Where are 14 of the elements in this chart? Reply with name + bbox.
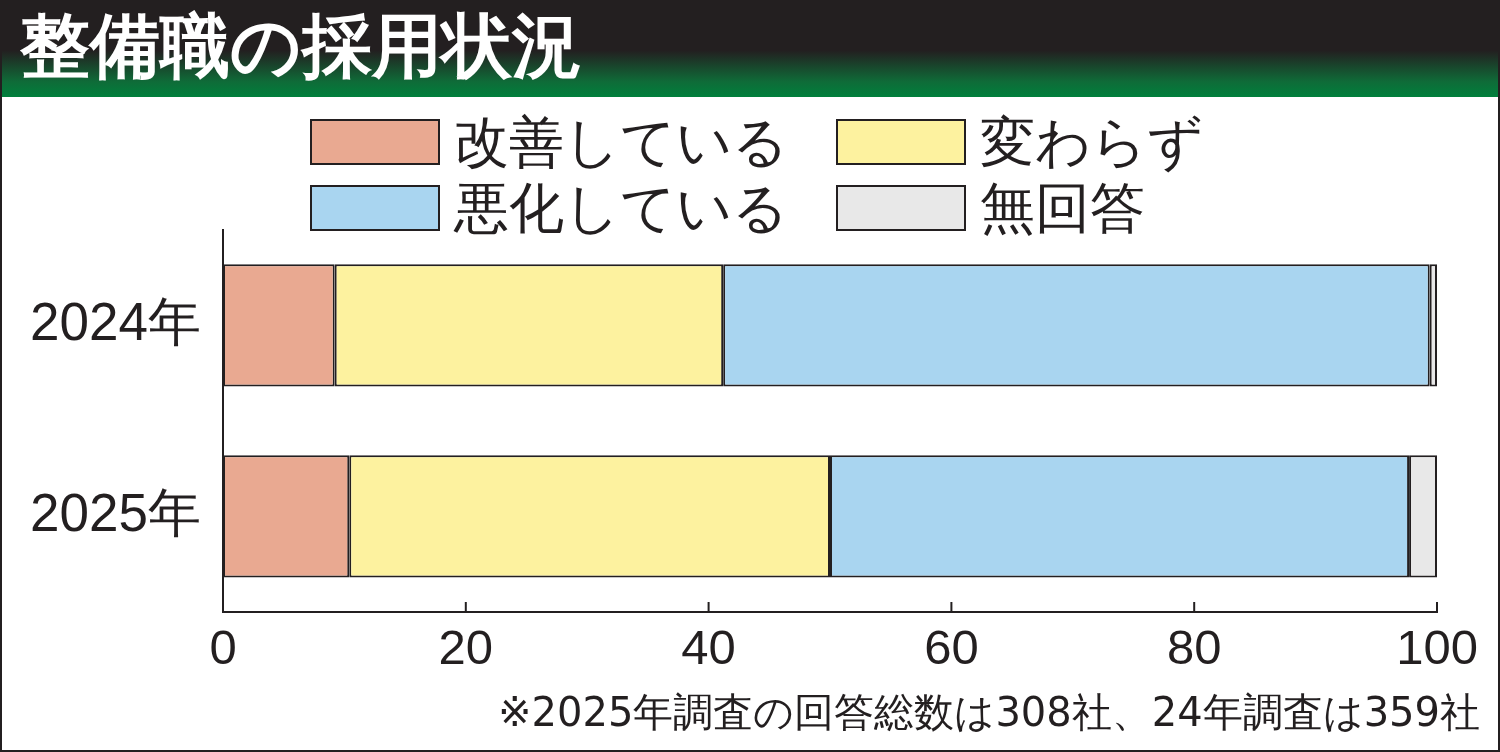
x-tick-label: 40 (681, 619, 736, 674)
legend-label: 改善している (454, 110, 788, 174)
legend-label: 悪化している (454, 176, 788, 240)
y-tick-label: 2024年 (30, 291, 201, 351)
y-tick-label: 2025年 (30, 483, 201, 543)
x-tick-label: 80 (1166, 619, 1222, 674)
legend-label: 変わらず (980, 110, 1203, 174)
x-tick-label: 20 (438, 619, 494, 674)
legend-label: 無回答 (980, 176, 1145, 240)
x-tick-label: 60 (924, 619, 979, 674)
text: ※2025年調査の回答総数は308社、24年調査は359社 (498, 688, 1480, 736)
chart-title: 整備職の採用状況 (20, 5, 582, 87)
x-tick-label: 0 (209, 619, 237, 674)
x-tick-label: 100 (1396, 619, 1478, 674)
